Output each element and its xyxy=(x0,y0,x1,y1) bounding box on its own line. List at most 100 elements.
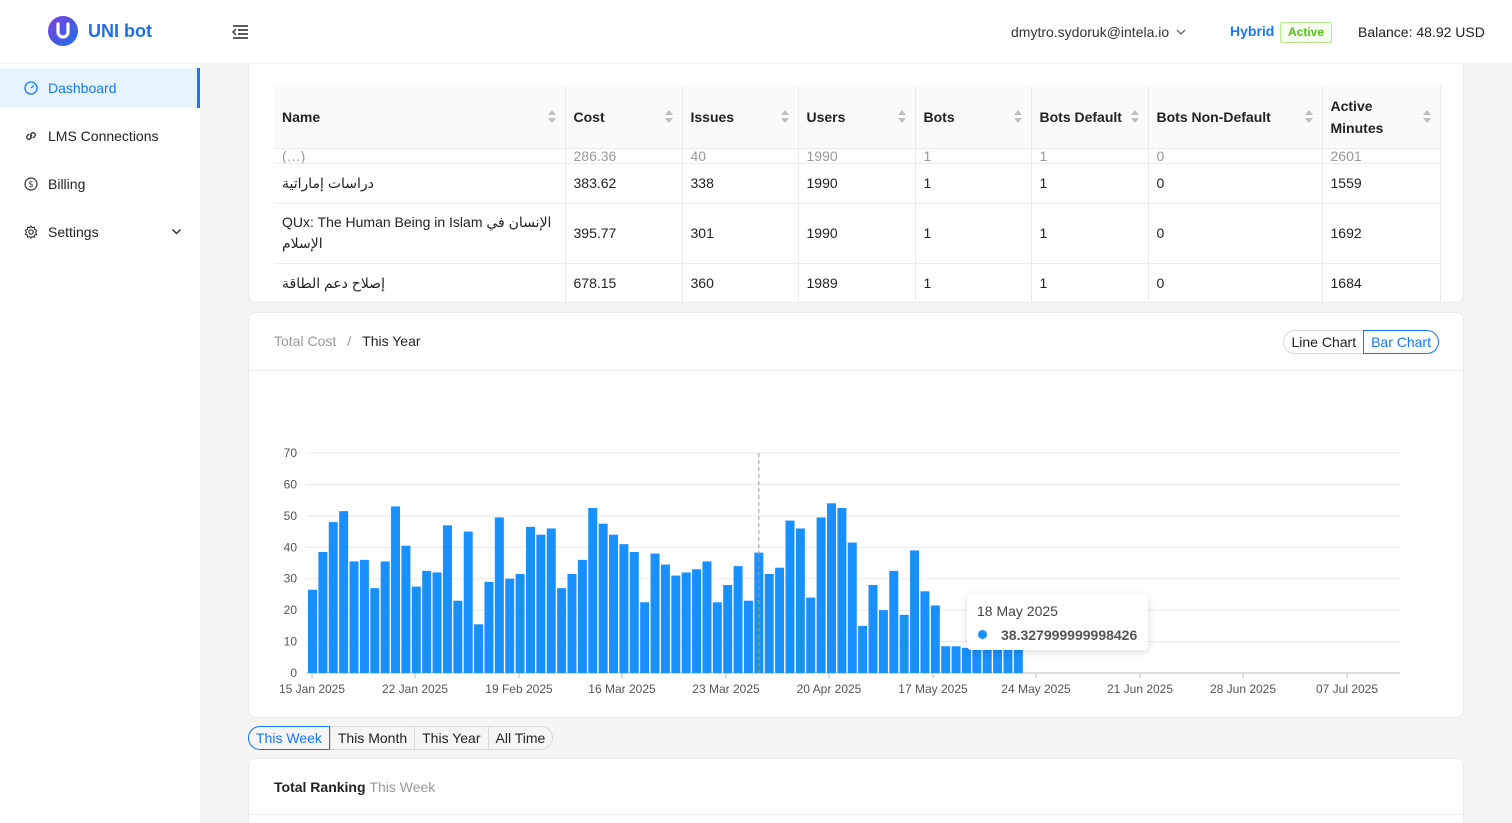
bar[interactable] xyxy=(671,575,681,673)
bar[interactable] xyxy=(951,646,961,673)
bar[interactable] xyxy=(401,545,411,673)
bar[interactable] xyxy=(609,534,619,673)
bar[interactable] xyxy=(868,585,878,673)
period-all-time[interactable]: All Time xyxy=(487,727,553,749)
bar-chart-option[interactable]: Bar Chart xyxy=(1363,330,1439,354)
bar[interactable] xyxy=(837,508,847,673)
column-header[interactable]: Issues xyxy=(682,86,799,149)
bar[interactable] xyxy=(619,544,629,673)
bar[interactable] xyxy=(474,624,484,673)
period-this-year[interactable]: This Year xyxy=(414,727,487,749)
bar[interactable] xyxy=(910,550,920,673)
bar[interactable] xyxy=(359,559,369,673)
bar[interactable] xyxy=(795,528,805,673)
bar[interactable] xyxy=(660,564,670,673)
bar[interactable] xyxy=(723,585,733,673)
bar[interactable] xyxy=(899,614,909,673)
bar[interactable] xyxy=(567,574,577,673)
sidebar-item-settings[interactable]: Settings xyxy=(0,212,200,252)
bar[interactable] xyxy=(598,523,608,673)
sort-icon[interactable] xyxy=(547,110,556,123)
bar[interactable] xyxy=(847,542,857,673)
bar[interactable] xyxy=(391,506,401,673)
bar[interactable] xyxy=(702,561,712,673)
bar[interactable] xyxy=(515,574,525,673)
column-header[interactable]: Bots Default xyxy=(1031,86,1149,149)
bar[interactable] xyxy=(972,646,982,673)
column-header[interactable]: Bots Non-Default xyxy=(1148,86,1323,149)
bar[interactable] xyxy=(920,591,930,673)
bar[interactable] xyxy=(743,600,753,673)
bar[interactable] xyxy=(1013,640,1023,673)
bar[interactable] xyxy=(764,574,774,673)
app-logo[interactable]: UNI bot xyxy=(48,16,152,46)
sort-icon[interactable] xyxy=(897,110,906,123)
bar[interactable] xyxy=(754,552,764,673)
bar[interactable] xyxy=(806,597,816,673)
menu-fold-icon[interactable] xyxy=(231,24,249,40)
sidebar-item-billing[interactable]: $ Billing xyxy=(0,164,200,204)
bar[interactable] xyxy=(930,605,940,673)
bar[interactable] xyxy=(463,531,473,673)
bar[interactable] xyxy=(422,570,432,673)
period-this-month[interactable]: This Month xyxy=(329,727,414,749)
bar[interactable] xyxy=(546,528,556,673)
table-row[interactable]: QUx: The Human Being in Islam الإنسان في… xyxy=(274,203,1441,264)
sidebar-item-lms-connections[interactable]: LMS Connections xyxy=(0,116,200,156)
bar[interactable] xyxy=(640,602,650,673)
bar[interactable] xyxy=(588,508,598,673)
bar[interactable] xyxy=(380,561,390,673)
bar[interactable] xyxy=(733,566,743,673)
bar[interactable] xyxy=(339,511,349,673)
bar[interactable] xyxy=(878,610,888,673)
bar[interactable] xyxy=(889,570,899,673)
bar[interactable] xyxy=(961,647,971,673)
bar[interactable] xyxy=(525,526,535,673)
sort-icon[interactable] xyxy=(1130,110,1139,123)
bar[interactable] xyxy=(775,567,785,673)
sort-icon[interactable] xyxy=(1422,110,1431,123)
bar[interactable] xyxy=(370,588,380,673)
bar[interactable] xyxy=(442,525,452,673)
bar[interactable] xyxy=(577,559,587,673)
bar[interactable] xyxy=(494,517,504,673)
bar[interactable] xyxy=(308,589,317,673)
bar[interactable] xyxy=(432,572,442,673)
line-chart-option[interactable]: Line Chart xyxy=(1291,334,1357,350)
bar[interactable] xyxy=(1003,641,1013,673)
bar[interactable] xyxy=(557,588,567,673)
breadcrumb-parent[interactable]: Total Cost xyxy=(274,333,337,349)
bar[interactable] xyxy=(411,586,421,673)
table-row[interactable]: دراسات إماراتية 383.62 338 1990 1 1 0 15… xyxy=(274,163,1441,204)
sort-icon[interactable] xyxy=(664,110,673,123)
sort-icon[interactable] xyxy=(1304,110,1313,123)
bar[interactable] xyxy=(692,569,702,673)
bar[interactable] xyxy=(858,625,868,673)
total-cost-bar-chart[interactable]: 0 10 20 30 40 50 60 70 15 Jan 2025 22 Jan 2025 19… xyxy=(249,371,1464,717)
bar[interactable] xyxy=(328,522,338,673)
sort-icon[interactable] xyxy=(1013,110,1022,123)
table-row[interactable]: (…) 286.36 40 1990 1 1 0 2601 xyxy=(274,148,1441,164)
bar[interactable] xyxy=(712,602,722,673)
bar[interactable] xyxy=(650,553,660,673)
bar[interactable] xyxy=(827,503,836,673)
bar[interactable] xyxy=(536,534,546,673)
sort-icon[interactable] xyxy=(780,110,789,123)
bar[interactable] xyxy=(816,517,826,673)
table-row[interactable]: إصلاح دعم الطاقة 678.15 360 1989 1 1 0 1… xyxy=(274,263,1441,302)
column-header[interactable]: Bots xyxy=(915,86,1032,149)
bar[interactable] xyxy=(484,581,494,673)
bar[interactable] xyxy=(785,520,795,673)
column-header[interactable]: Users xyxy=(798,86,916,149)
user-menu[interactable]: dmytro.sydoruk@intela.io xyxy=(1011,24,1186,40)
bar[interactable] xyxy=(453,600,463,673)
bar[interactable] xyxy=(941,646,951,673)
column-header[interactable]: Cost xyxy=(565,86,683,149)
sidebar-item-dashboard[interactable]: Dashboard xyxy=(0,68,200,108)
bar[interactable] xyxy=(349,561,359,673)
bar[interactable] xyxy=(629,552,639,673)
bar[interactable] xyxy=(505,578,515,673)
bar[interactable] xyxy=(681,572,691,673)
column-header[interactable]: Name xyxy=(274,86,566,149)
column-header[interactable]: Active Minutes xyxy=(1322,86,1441,149)
